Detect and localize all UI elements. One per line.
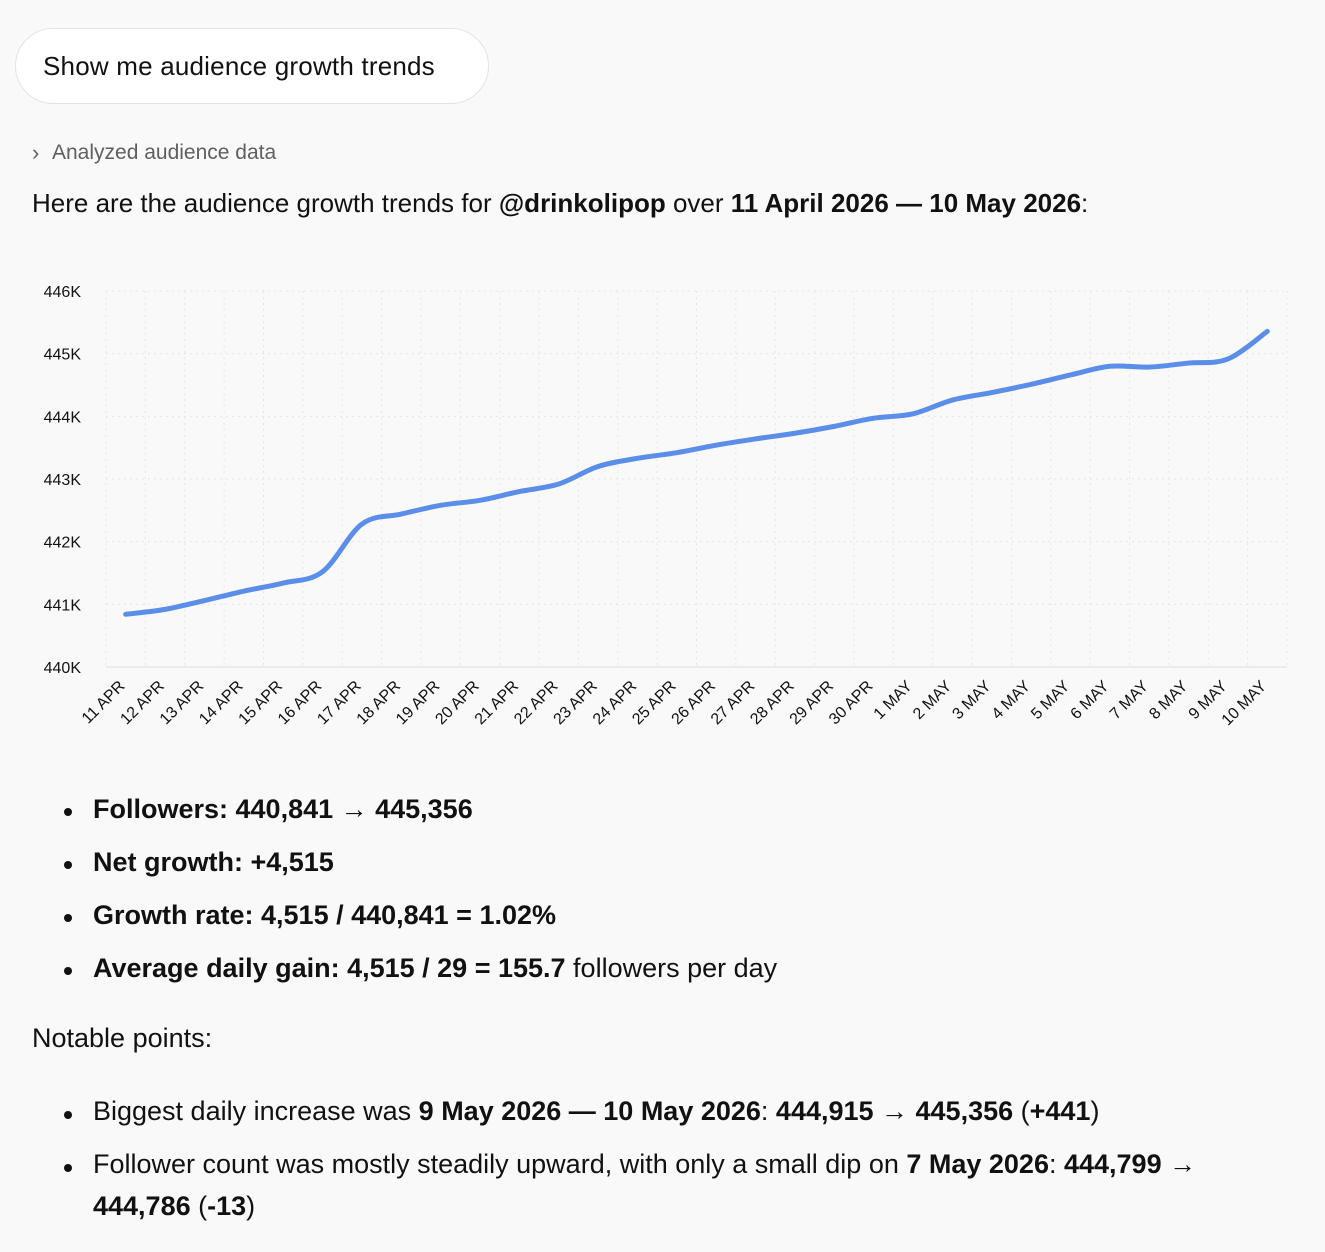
x-tick-label: 3 MAY <box>949 678 994 723</box>
x-tick-label: 8 MAY <box>1146 678 1191 723</box>
stat-growth-rate: Growth rate: 4,515 / 440,841 = 1.02% <box>60 898 777 951</box>
date-range: 11 April 2026 — 10 May 2026 <box>730 188 1082 218</box>
y-tick-label: 446K <box>44 284 82 301</box>
notable-text: Biggest daily increase was <box>93 1096 419 1126</box>
y-tick-label: 445K <box>44 347 82 364</box>
summary-stats-list: Followers: 440,841 → 445,356 Net growth:… <box>60 792 777 1004</box>
stat-label: Net growth: <box>93 847 243 877</box>
notable-delta: +441 <box>1029 1096 1091 1126</box>
y-tick-label: 442K <box>44 535 82 552</box>
x-tick-label: 5 MAY <box>1028 678 1073 723</box>
followers-series-line <box>123 328 1270 617</box>
analysis-toggle-label: Analyzed audience data <box>52 141 277 164</box>
user-message-bubble: Show me audience growth trends <box>15 28 489 104</box>
x-tick-label: 30 APR <box>826 678 876 728</box>
stat-average-daily-gain: Average daily gain: 4,515 / 29 = 155.7 f… <box>60 951 777 1004</box>
intro-middle: over <box>665 188 731 218</box>
stat-value: 4,515 / 440,841 = 1.02% <box>253 900 557 930</box>
stat-rest: followers per day <box>565 953 778 983</box>
intro-text: Here are the audience growth trends for … <box>32 188 1088 219</box>
x-tick-label: 2 MAY <box>910 678 955 723</box>
account-handle: @drinkolipop <box>498 188 666 218</box>
stat-label: Growth rate: <box>93 900 254 930</box>
notable-delta: -13 <box>207 1191 247 1221</box>
x-tick-label: 6 MAY <box>1068 678 1113 723</box>
notable-date: 7 May 2026 <box>906 1149 1049 1179</box>
intro-suffix: : <box>1081 188 1089 218</box>
notable-values: 444,915 → 445,356 <box>775 1096 1014 1126</box>
y-tick-label: 444K <box>44 409 82 426</box>
notable-points-heading: Notable points: <box>32 1023 213 1053</box>
notable-text: ( <box>1013 1096 1030 1126</box>
stat-value: 440,841 → 445,356 <box>228 794 473 824</box>
notable-text: : <box>1048 1149 1064 1179</box>
x-tick-label: 10 MAY <box>1219 678 1271 730</box>
notable-date: 9 May 2026 — 10 May 2026 <box>418 1096 761 1126</box>
notable-text: ( <box>190 1191 208 1221</box>
y-tick-label: 441K <box>44 597 82 614</box>
x-tick-label: 4 MAY <box>989 678 1034 723</box>
stat-value: +4,515 <box>242 847 334 877</box>
analysis-toggle[interactable]: › Analyzed audience data <box>32 140 276 166</box>
x-tick-label: 1 MAY <box>871 678 916 723</box>
notable-text: ) <box>1090 1096 1100 1126</box>
stat-label: Followers: <box>93 794 229 824</box>
stat-net-growth: Net growth: +4,515 <box>60 845 777 898</box>
stat-label: Average daily gain: <box>93 953 340 983</box>
intro-prefix: Here are the audience growth trends for <box>32 188 499 218</box>
notable-text: Follower count was mostly steadily upwar… <box>93 1149 907 1179</box>
chevron-right-icon: › <box>32 140 40 165</box>
stat-value: 4,515 / 29 = 155.7 <box>339 953 566 983</box>
notable-text: : <box>760 1096 776 1126</box>
y-tick-label: 443K <box>44 472 82 489</box>
notable-values: 444,799 → 444,786 <box>93 1149 1197 1221</box>
notable-points-list: Biggest daily increase was 9 May 2026 — … <box>60 1090 1290 1238</box>
user-message-text: Show me audience growth trends <box>43 50 435 81</box>
notable-point-small-dip: Follower count was mostly steadily upwar… <box>60 1143 1290 1227</box>
y-tick-label: 440K <box>44 660 82 677</box>
x-tick-label: 7 MAY <box>1107 678 1152 723</box>
notable-point-biggest-increase: Biggest daily increase was 9 May 2026 — … <box>60 1090 1290 1132</box>
stat-followers: Followers: 440,841 → 445,356 <box>60 792 777 845</box>
notable-text: ) <box>246 1191 256 1221</box>
